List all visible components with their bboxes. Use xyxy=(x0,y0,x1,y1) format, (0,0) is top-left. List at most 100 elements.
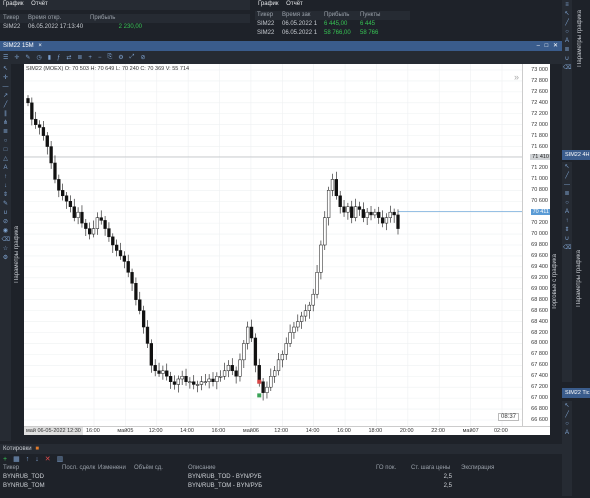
zoom-in-icon[interactable]: + xyxy=(88,54,92,61)
close-icon[interactable]: × xyxy=(38,43,42,49)
arrow-up-icon[interactable]: ↑ xyxy=(4,174,7,180)
far-right-params-label[interactable]: Параметры графика xyxy=(577,10,583,67)
gear-icon[interactable]: ⚙ xyxy=(2,255,9,261)
time-axis[interactable]: 16:00 май05 12:00 14:00 16:00 май06 12:00 14:00… xyxy=(24,426,550,435)
col-profit[interactable]: Прибыль xyxy=(324,12,350,18)
delete-icon[interactable]: ✕ xyxy=(44,456,51,463)
table-row[interactable]: BYNRUB_TOD BYN/RUB_TOD - BYN/РУБ 2,5 xyxy=(0,473,562,482)
quotes-title[interactable]: Котировки xyxy=(3,446,32,452)
compare-icon[interactable]: ⇄ xyxy=(66,55,72,61)
price-chart[interactable] xyxy=(24,64,522,426)
crosshair-icon[interactable]: ✛ xyxy=(2,75,9,81)
ray-icon[interactable]: ↗ xyxy=(2,93,9,99)
col-description[interactable]: Описание xyxy=(188,465,216,471)
triangle-icon[interactable]: △ xyxy=(3,156,8,162)
measure-icon[interactable]: ⇕ xyxy=(2,192,9,198)
fib-icon[interactable]: ≣ xyxy=(564,191,570,197)
arrow-down-icon[interactable]: ↓ xyxy=(4,183,7,189)
col-expiration[interactable]: Экспирация xyxy=(461,465,495,471)
arrow-down-icon[interactable]: ↓ xyxy=(35,455,39,463)
lock-icon[interactable]: ⊘ xyxy=(140,55,146,61)
cursor-icon[interactable]: ✛ xyxy=(14,55,20,61)
table-row[interactable]: SIM22 06.05.2022 1 58 766,00 58 766 xyxy=(255,29,410,38)
brush-icon[interactable]: ✎ xyxy=(2,201,9,207)
trend-line-icon[interactable]: ╱ xyxy=(565,173,569,179)
col-points[interactable]: Пункты xyxy=(360,12,381,18)
add-icon[interactable]: + xyxy=(3,455,8,463)
fib-icon[interactable]: ≣ xyxy=(564,47,570,53)
table-row[interactable]: BYNRUB_TOM BYN/RUB_TOM - BYN/РУБ 2,5 xyxy=(0,482,562,491)
collapse-icon[interactable]: » xyxy=(513,72,519,82)
minimize-icon[interactable]: – xyxy=(536,43,540,49)
trade-from-chart-label[interactable]: Торговые с графика xyxy=(552,254,558,310)
list-icon[interactable]: ☰ xyxy=(3,55,9,61)
lock-icon[interactable]: ⊘ xyxy=(2,219,9,225)
text-icon[interactable]: A xyxy=(564,209,569,215)
text-icon[interactable]: A xyxy=(564,430,569,436)
pointer-icon[interactable]: ↖ xyxy=(564,403,570,409)
grid-icon[interactable]: ▦ xyxy=(13,456,20,463)
close-icon[interactable]: ■ xyxy=(35,446,39,452)
star-icon[interactable]: ☆ xyxy=(2,246,9,252)
trend-line-icon[interactable]: ╱ xyxy=(3,102,8,108)
menu-icon[interactable]: ≡ xyxy=(565,2,569,8)
fullscreen-icon[interactable]: ⤢ xyxy=(129,54,135,60)
measure-icon[interactable]: ⇕ xyxy=(564,227,570,233)
layers-icon[interactable]: ≣ xyxy=(77,55,83,61)
pointer-icon[interactable]: ↖ xyxy=(564,164,570,170)
trend-line-icon[interactable]: ╱ xyxy=(565,412,569,418)
col-profit[interactable]: Прибыль xyxy=(90,15,116,21)
peek-params-label[interactable]: Параметры графика xyxy=(576,250,582,307)
col-ticker[interactable]: Тикер xyxy=(3,465,20,471)
text-icon[interactable]: A xyxy=(564,38,569,44)
pointer-icon[interactable]: ↖ xyxy=(564,11,570,17)
tab-chart-right[interactable]: График xyxy=(258,1,279,7)
tab-chart-left[interactable]: График xyxy=(3,1,24,7)
col-last-trade[interactable]: Посл. сделк xyxy=(62,465,96,471)
magnet-icon[interactable]: ∪ xyxy=(564,236,570,242)
tab-report-left[interactable]: Отчёт xyxy=(31,1,48,7)
circle-icon[interactable]: ○ xyxy=(565,421,569,427)
fib-icon[interactable]: ≣ xyxy=(2,129,9,135)
magnet-icon[interactable]: ∪ xyxy=(3,210,8,216)
peek-title-tick[interactable]: SIM22 Tic xyxy=(562,388,590,398)
table-row[interactable]: SIM22 06.05.2022 17:13:40 2 230,00 xyxy=(0,23,250,32)
eye-icon[interactable]: ◉ xyxy=(2,228,9,234)
indicator-icon[interactable]: ƒ xyxy=(57,54,61,61)
pitchfork-icon[interactable]: ⋔ xyxy=(2,120,9,126)
circle-icon[interactable]: ○ xyxy=(3,138,8,144)
magnet-icon[interactable]: ∪ xyxy=(564,56,570,62)
table-row[interactable]: SIM22 06.05.2022 1 6 445,00 6 445 xyxy=(255,20,410,29)
col-close-time[interactable]: Время зак xyxy=(282,12,311,18)
peek-title-4h[interactable]: SIM22 4H xyxy=(562,150,590,160)
price-axis[interactable]: 73 000 72 800 72 600 72 400 72 200 72 000 71 8… xyxy=(522,64,551,426)
rect-icon[interactable]: □ xyxy=(3,147,8,153)
zoom-out-icon[interactable]: − xyxy=(97,54,102,61)
col-price-step[interactable]: Ст. шага цены xyxy=(411,465,451,471)
snapshot-icon[interactable]: ⎘ xyxy=(107,54,113,60)
draw-icon[interactable]: ✎ xyxy=(25,55,31,61)
arrow-up-icon[interactable]: ↑ xyxy=(565,218,569,224)
pointer-icon[interactable]: ↖ xyxy=(2,66,9,72)
chart-area[interactable]: SIM22 (MOEX) O: 70 503 H: 70 649 L: 70 2… xyxy=(24,64,522,426)
col-ticker[interactable]: Тикер xyxy=(3,15,20,21)
hline-icon[interactable]: — xyxy=(564,182,570,188)
left-chart-params-label[interactable]: Параметры графика xyxy=(14,226,20,283)
hline-icon[interactable]: — xyxy=(2,84,9,90)
col-volume[interactable]: Объём сд. xyxy=(134,465,163,471)
chart-window-title[interactable]: SIM22 15M × – □ ✕ xyxy=(0,41,562,51)
col-open-time[interactable]: Время откр. xyxy=(28,15,62,21)
col-change[interactable]: Изменени xyxy=(98,465,126,471)
col-margin[interactable]: ГО пок. xyxy=(376,465,397,471)
window-close-icon[interactable]: ✕ xyxy=(552,43,558,49)
tab-report-right[interactable]: Отчёт xyxy=(286,1,303,7)
trash-icon[interactable]: ⌫ xyxy=(563,245,572,251)
text-icon[interactable]: A xyxy=(3,165,8,171)
candle-type-icon[interactable]: ▮ xyxy=(47,55,52,61)
settings-icon[interactable]: ⚙ xyxy=(118,55,124,61)
arrow-up-icon[interactable]: ↑ xyxy=(25,455,30,463)
columns-icon[interactable]: ▥ xyxy=(56,456,64,463)
channel-icon[interactable]: ∥ xyxy=(4,111,7,117)
col-ticker[interactable]: Тикер xyxy=(257,12,274,18)
circle-icon[interactable]: ○ xyxy=(565,29,569,35)
